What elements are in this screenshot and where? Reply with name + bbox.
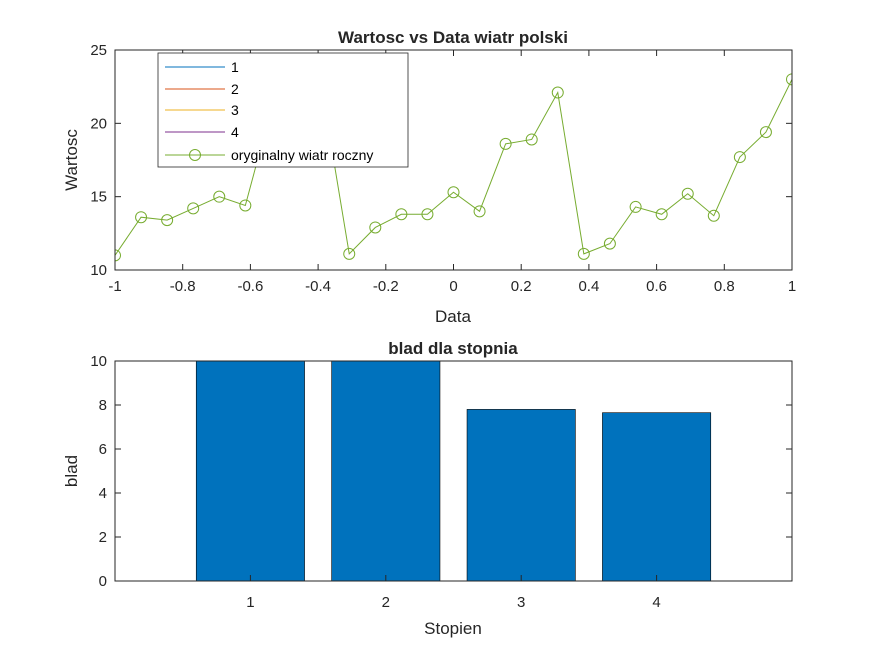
- x-tick-label: -0.8: [170, 278, 196, 295]
- bottom-y-ticks: 0 2 4 6 8 10: [90, 353, 792, 590]
- bar-chart-xlabel: Stopien: [424, 619, 482, 638]
- legend-label-1: 1: [231, 59, 239, 75]
- data-point-marker: [187, 202, 200, 215]
- x-tick-label: -0.2: [373, 278, 399, 295]
- data-point-marker: [733, 151, 746, 164]
- bar-chart-plot-area: [195, 361, 712, 581]
- data-point-marker: [395, 208, 408, 221]
- data-point-marker: [499, 137, 512, 150]
- bar-y-tick-label: 8: [99, 397, 107, 414]
- bar-2: [331, 361, 441, 581]
- bar-x-tick-label: 2: [382, 594, 390, 611]
- legend-label-3: 3: [231, 102, 239, 118]
- data-point-marker: [759, 126, 772, 139]
- x-tick-label: -0.6: [237, 278, 263, 295]
- data-point-marker: [577, 247, 590, 260]
- top-y-ticks: 10 15 20 25: [90, 42, 792, 279]
- legend-label-2: 2: [231, 81, 239, 97]
- line-chart-title: Wartosc vs Data wiatr polski: [338, 28, 568, 47]
- data-point-marker: [551, 86, 564, 99]
- bar-1: [195, 361, 305, 581]
- y-tick-label: 20: [90, 115, 107, 132]
- data-point-marker: [629, 200, 642, 213]
- bottom-x-ticks: 1 2 3 4: [246, 575, 661, 611]
- line-chart-ylabel: Wartosc: [62, 129, 81, 191]
- data-point-marker: [681, 187, 694, 200]
- bar-y-tick-label: 4: [99, 485, 107, 502]
- bar-x-tick-label: 3: [517, 594, 525, 611]
- data-point-marker: [213, 190, 226, 203]
- data-point-marker: [473, 205, 486, 218]
- x-tick-label: 0.2: [511, 278, 532, 295]
- x-tick-label: 0: [449, 278, 457, 295]
- data-point-marker: [421, 208, 434, 221]
- legend-label-4: 4: [231, 124, 239, 140]
- data-point-marker: [786, 73, 792, 86]
- line-chart-xlabel: Data: [435, 307, 471, 326]
- x-tick-label: 0.4: [578, 278, 599, 295]
- bar-y-tick-label: 6: [99, 441, 107, 458]
- bar-y-tick-label: 0: [99, 573, 107, 590]
- data-point-marker: [239, 199, 252, 212]
- data-point-marker: [115, 249, 121, 262]
- bar-chart-axes: 1 2 3 4 0 2 4 6 8 10 blad dla stopnia Stopien bl…: [62, 339, 793, 638]
- legend[interactable]: 1 2 3 4 oryginalny wiatr roczny: [157, 52, 409, 168]
- data-point-marker: [343, 247, 356, 260]
- y-tick-label: 15: [90, 189, 107, 206]
- bar-chart-title: blad dla stopnia: [388, 339, 518, 358]
- x-tick-label: -0.4: [305, 278, 331, 295]
- bar-x-tick-label: 1: [246, 594, 254, 611]
- bottom-axes-box: [114, 360, 793, 582]
- y-tick-label: 25: [90, 42, 107, 59]
- data-point-marker: [135, 211, 148, 224]
- data-point-marker: [525, 133, 538, 146]
- data-point-marker: [603, 237, 616, 250]
- data-point-marker: [161, 214, 174, 227]
- bar-chart-ylabel: blad: [62, 455, 81, 487]
- bar-4: [602, 412, 712, 581]
- bar-x-tick-label: 4: [652, 594, 660, 611]
- top-x-ticks: -1 -0.8 -0.6 -0.4 -0.2 0 0.2 0.4 0.6 0.8 1: [108, 50, 796, 295]
- bar-y-tick-label: 2: [99, 529, 107, 546]
- data-point-marker: [447, 186, 460, 199]
- line-chart-axes: -1 -0.8 -0.6 -0.4 -0.2 0 0.2 0.4 0.6 0.8 1 10 15 20 2…: [62, 28, 796, 326]
- data-point-marker: [707, 209, 720, 222]
- x-tick-label: -1: [108, 278, 121, 295]
- data-point-marker: [369, 221, 382, 234]
- x-tick-label: 0.8: [714, 278, 735, 295]
- legend-label-original: oryginalny wiatr roczny: [231, 147, 373, 163]
- bar-3: [466, 409, 576, 581]
- original-data-line: [115, 79, 792, 256]
- y-tick-label: 10: [90, 262, 107, 279]
- legend-marker-original: [189, 149, 201, 161]
- bar-y-tick-label: 10: [90, 353, 107, 370]
- x-tick-label: 0.6: [646, 278, 667, 295]
- data-point-marker: [655, 208, 668, 221]
- x-tick-label: 1: [788, 278, 796, 295]
